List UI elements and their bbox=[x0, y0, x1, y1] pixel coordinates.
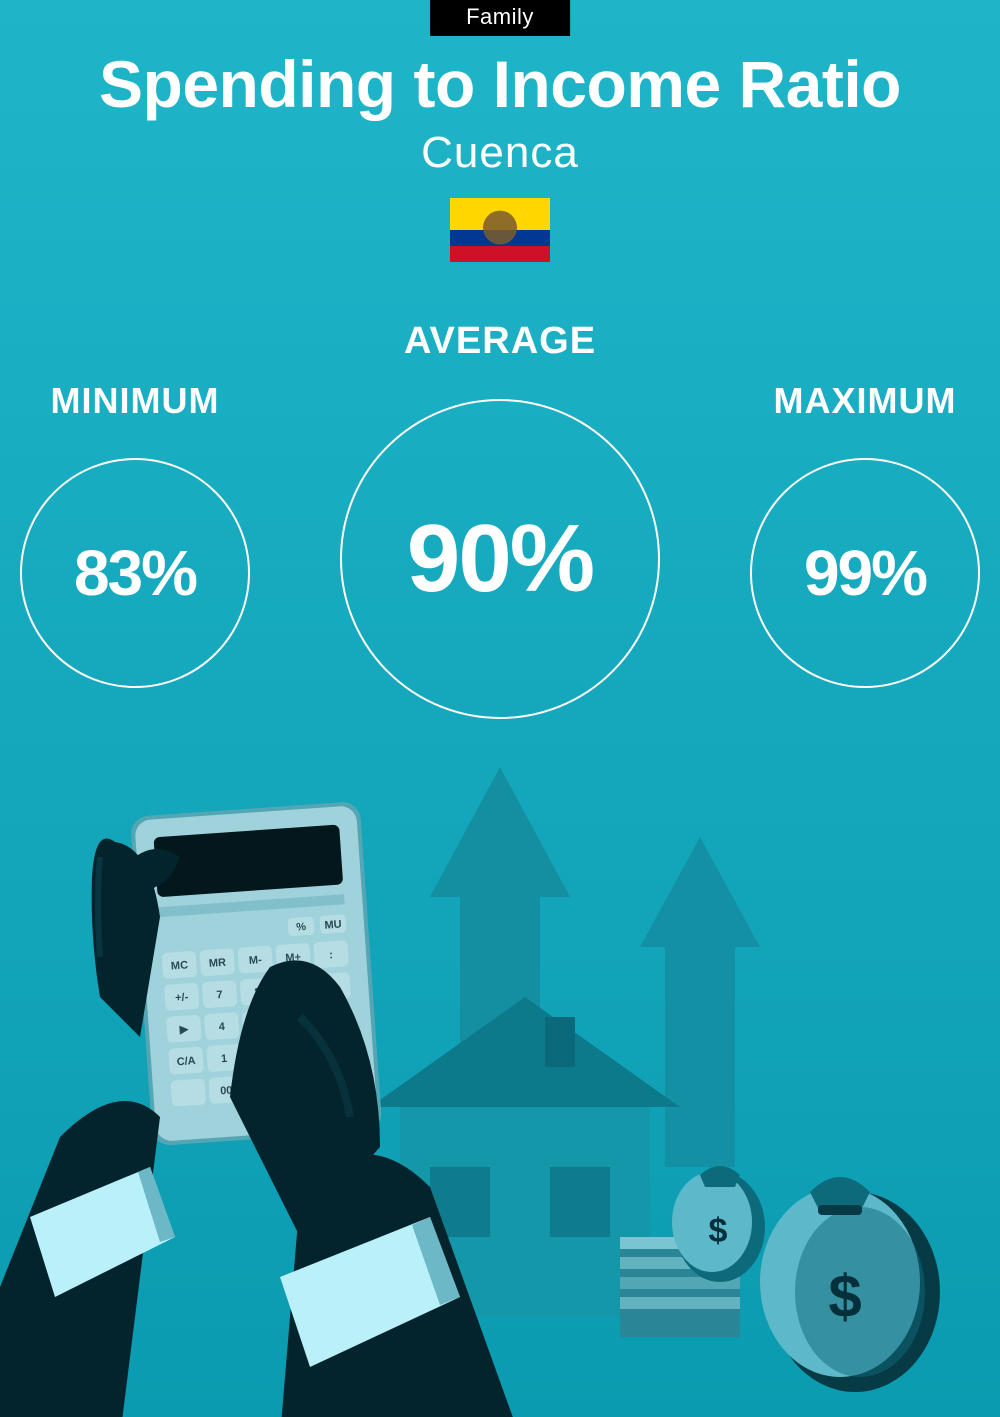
svg-text:MR: MR bbox=[208, 957, 226, 970]
svg-text:7: 7 bbox=[216, 989, 223, 1001]
svg-text:M-: M- bbox=[249, 954, 263, 967]
illustration-svg: $ $ bbox=[0, 717, 1000, 1417]
stat-label-average: AVERAGE bbox=[340, 320, 660, 363]
page-title: Spending to Income Ratio bbox=[0, 46, 1000, 122]
flag-stripe-yellow bbox=[450, 198, 550, 230]
stat-label-maximum: MAXIMUM bbox=[750, 380, 980, 422]
flag-icon bbox=[450, 198, 550, 262]
stat-minimum: MINIMUM 83% bbox=[20, 320, 250, 688]
category-badge: Family bbox=[430, 0, 570, 36]
badge-text: Family bbox=[466, 4, 534, 29]
stats-row: MINIMUM 83% AVERAGE 90% MAXIMUM 99% bbox=[0, 320, 1000, 719]
stat-value-minimum: 83% bbox=[74, 536, 196, 610]
svg-text:$: $ bbox=[709, 1212, 728, 1250]
svg-text:MU: MU bbox=[324, 919, 342, 932]
stat-average: AVERAGE 90% bbox=[340, 320, 660, 719]
city-name: Cuenca bbox=[0, 128, 1000, 178]
stat-circle-minimum: 83% bbox=[20, 458, 250, 688]
stat-value-average: 90% bbox=[407, 504, 593, 614]
stat-circle-maximum: 99% bbox=[750, 458, 980, 688]
svg-text:$: $ bbox=[828, 1263, 861, 1330]
stat-label-minimum: MINIMUM bbox=[20, 380, 250, 422]
money-bag-icon: $ bbox=[760, 1177, 940, 1392]
cuff-left-icon bbox=[0, 1101, 175, 1417]
illustration: $ $ bbox=[0, 717, 1000, 1417]
stat-circle-average: 90% bbox=[340, 399, 660, 719]
svg-text:▶: ▶ bbox=[178, 1023, 189, 1036]
svg-text:+/-: +/- bbox=[175, 991, 189, 1004]
flag-stripe-red bbox=[450, 246, 550, 262]
svg-text:MC: MC bbox=[171, 959, 189, 972]
stat-value-maximum: 99% bbox=[804, 536, 926, 610]
flag-emblem bbox=[483, 211, 517, 245]
arrow-icon bbox=[640, 837, 760, 1167]
svg-text:C/A: C/A bbox=[176, 1055, 196, 1068]
svg-text:1: 1 bbox=[221, 1053, 228, 1065]
svg-text:%: % bbox=[296, 921, 307, 934]
stat-maximum: MAXIMUM 99% bbox=[750, 320, 980, 688]
